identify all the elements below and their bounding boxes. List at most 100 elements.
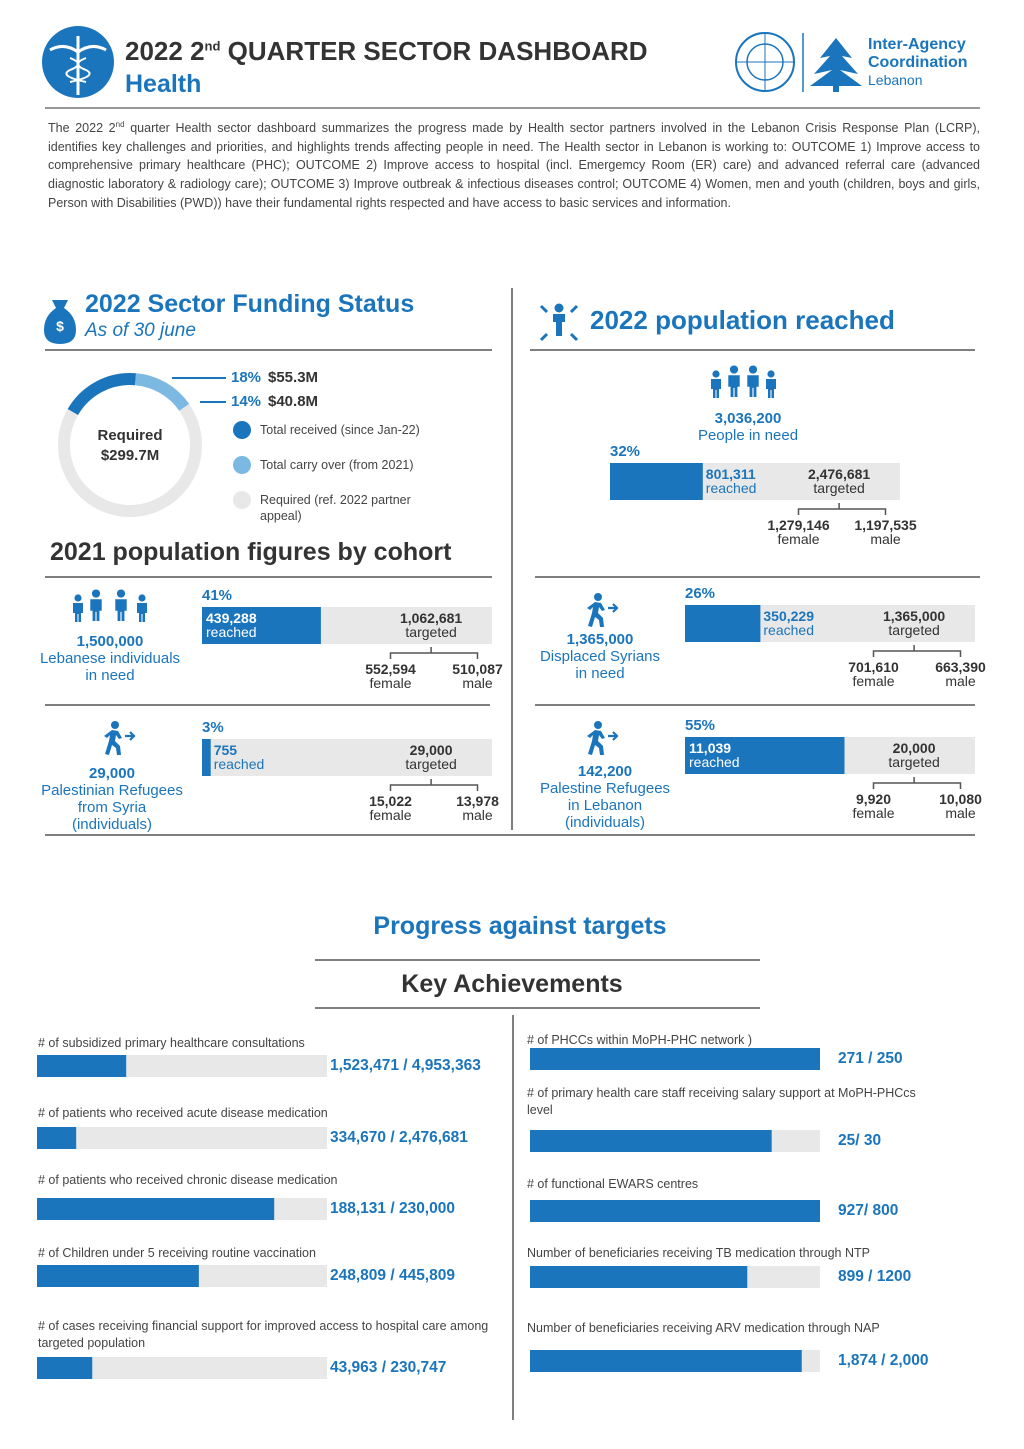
indicator-label: # of patients who received acute disease…	[38, 1106, 328, 1120]
female-value: 701,610	[848, 659, 899, 675]
indicator-label: # of cases receiving financial support f…	[38, 1319, 489, 1350]
percent-label: 41%	[202, 587, 233, 604]
reached-bar	[530, 1266, 748, 1288]
cohort-total: 29,000	[89, 765, 135, 782]
female-value: 1,279,146	[767, 517, 830, 533]
targeted-value: 20,000	[892, 740, 936, 756]
female-label: female	[852, 805, 895, 821]
targeted-label: targeted	[888, 622, 940, 638]
reached-bar	[37, 1198, 275, 1220]
bar-fill	[202, 607, 321, 644]
indicator-label: # of patients who received chronic disea…	[38, 1173, 338, 1187]
donut-segment	[134, 373, 190, 411]
cohort-desc: Palestinian Refugees	[41, 782, 183, 799]
reached-label: reached	[705, 480, 757, 496]
legend-text: Total carry over (from 2021)	[260, 458, 414, 472]
progress-value: 43,963 / 230,747	[330, 1359, 447, 1376]
people-desc: People in need	[697, 427, 799, 444]
reached-bar	[530, 1200, 820, 1222]
bar-fill	[202, 739, 211, 776]
reached-label: reached	[689, 754, 740, 770]
progress-value: 25/ 30	[838, 1132, 882, 1149]
reached-label: reached	[206, 624, 257, 640]
targeted-label: targeted	[405, 756, 457, 772]
indicator-label: Number of beneficiaries receiving TB med…	[527, 1246, 870, 1260]
target-track	[37, 1357, 327, 1379]
progress-value: 334,670 / 2,476,681	[330, 1129, 468, 1146]
female-label: female	[852, 673, 895, 689]
intro-sup: nd	[115, 120, 125, 129]
intro: The 2022 2nd quarter Health sector dashb…	[48, 116, 980, 212]
cedar-logo	[810, 38, 862, 92]
funding-percent: 14%	[231, 393, 262, 410]
reached-value: 439,288	[206, 610, 257, 626]
logo-text: Coordination	[868, 54, 968, 71]
cohort-desc: (individuals)	[564, 814, 646, 831]
money-icon: $	[44, 300, 76, 344]
progress-value: 271 / 250	[838, 1050, 903, 1067]
male-value: 10,080	[939, 791, 982, 807]
reached-bar	[37, 1055, 127, 1077]
targeted-label: targeted	[405, 624, 457, 640]
section-title: 2022 population reached	[590, 305, 895, 335]
logo-text: Lebanon	[868, 72, 923, 88]
female-label: female	[369, 675, 412, 691]
reached-bar	[530, 1048, 820, 1070]
intro-text: The 2022 2	[48, 121, 116, 136]
percent-label: 32%	[610, 443, 641, 460]
progress-value: 188,131 / 230,000	[330, 1200, 455, 1217]
indicator-label: # of primary health care staff receiving…	[527, 1086, 916, 1117]
bar-fill	[685, 737, 845, 774]
targeted-value: 2,476,681	[807, 466, 871, 482]
reached-value: 350,229	[763, 608, 814, 624]
title-text: 2022 2	[125, 36, 205, 66]
bracket	[872, 777, 962, 789]
male-label: male	[462, 807, 493, 823]
funding-amount: $55.3M	[268, 369, 319, 386]
cohort-desc: Palestine Refugees	[539, 780, 671, 797]
cohort-desc: in Lebanon	[567, 797, 643, 814]
reached-bar	[37, 1265, 199, 1287]
population-icon	[539, 303, 579, 342]
male-value: 1,197,535	[854, 517, 917, 533]
reached-value: 801,311	[705, 466, 756, 482]
logo-text: Inter-Agency	[868, 36, 966, 53]
legend-dot	[233, 456, 251, 474]
indicator-label: Number of beneficiaries receiving ARV me…	[527, 1321, 880, 1335]
funding-amount: $40.8M	[268, 393, 319, 410]
bar-track	[202, 739, 492, 776]
male-label: male	[945, 673, 976, 689]
bracket	[389, 779, 479, 791]
section-subtitle: As of 30 june	[85, 320, 196, 341]
percent-label: 26%	[685, 585, 716, 602]
legend-text: Total received (since Jan-22)	[260, 423, 420, 437]
section-title: 2022 Sector Funding Status	[85, 290, 415, 318]
cohort-total: 1,365,000	[566, 631, 634, 648]
cohort-desc: from Syria	[77, 799, 147, 816]
reached-label: reached	[763, 622, 814, 638]
targeted-value: 29,000	[409, 742, 453, 758]
female-value: 9,920	[855, 791, 892, 807]
reached-bar	[530, 1130, 772, 1152]
donut-segment	[67, 373, 137, 416]
male-value: 13,978	[456, 793, 499, 809]
percent-label: 3%	[202, 719, 224, 736]
indicator-label: # of functional EWARS centres	[527, 1177, 699, 1191]
sector-icon	[42, 26, 114, 98]
donut-amount: $299.7M	[100, 447, 160, 464]
cohort-desc: (individuals)	[71, 816, 153, 833]
progress-value: 248,809 / 445,809	[330, 1267, 455, 1284]
progress-value: 1,523,471 / 4,953,363	[330, 1057, 481, 1074]
title-text: QUARTER SECTOR DASHBOARD	[227, 36, 648, 66]
targeted-value: 1,365,000	[882, 608, 946, 624]
cohort-desc: in need	[85, 667, 135, 684]
percent-label: 55%	[685, 717, 716, 734]
male-value: 510,087	[452, 661, 503, 677]
male-label: male	[870, 531, 901, 547]
legend-dot	[233, 491, 251, 509]
cohort-desc: Displaced Syrians	[539, 648, 661, 665]
progress-value: 927/ 800	[838, 1202, 899, 1219]
cohort-total: 142,200	[577, 763, 633, 780]
section-title: Progress against targets	[373, 912, 667, 940]
